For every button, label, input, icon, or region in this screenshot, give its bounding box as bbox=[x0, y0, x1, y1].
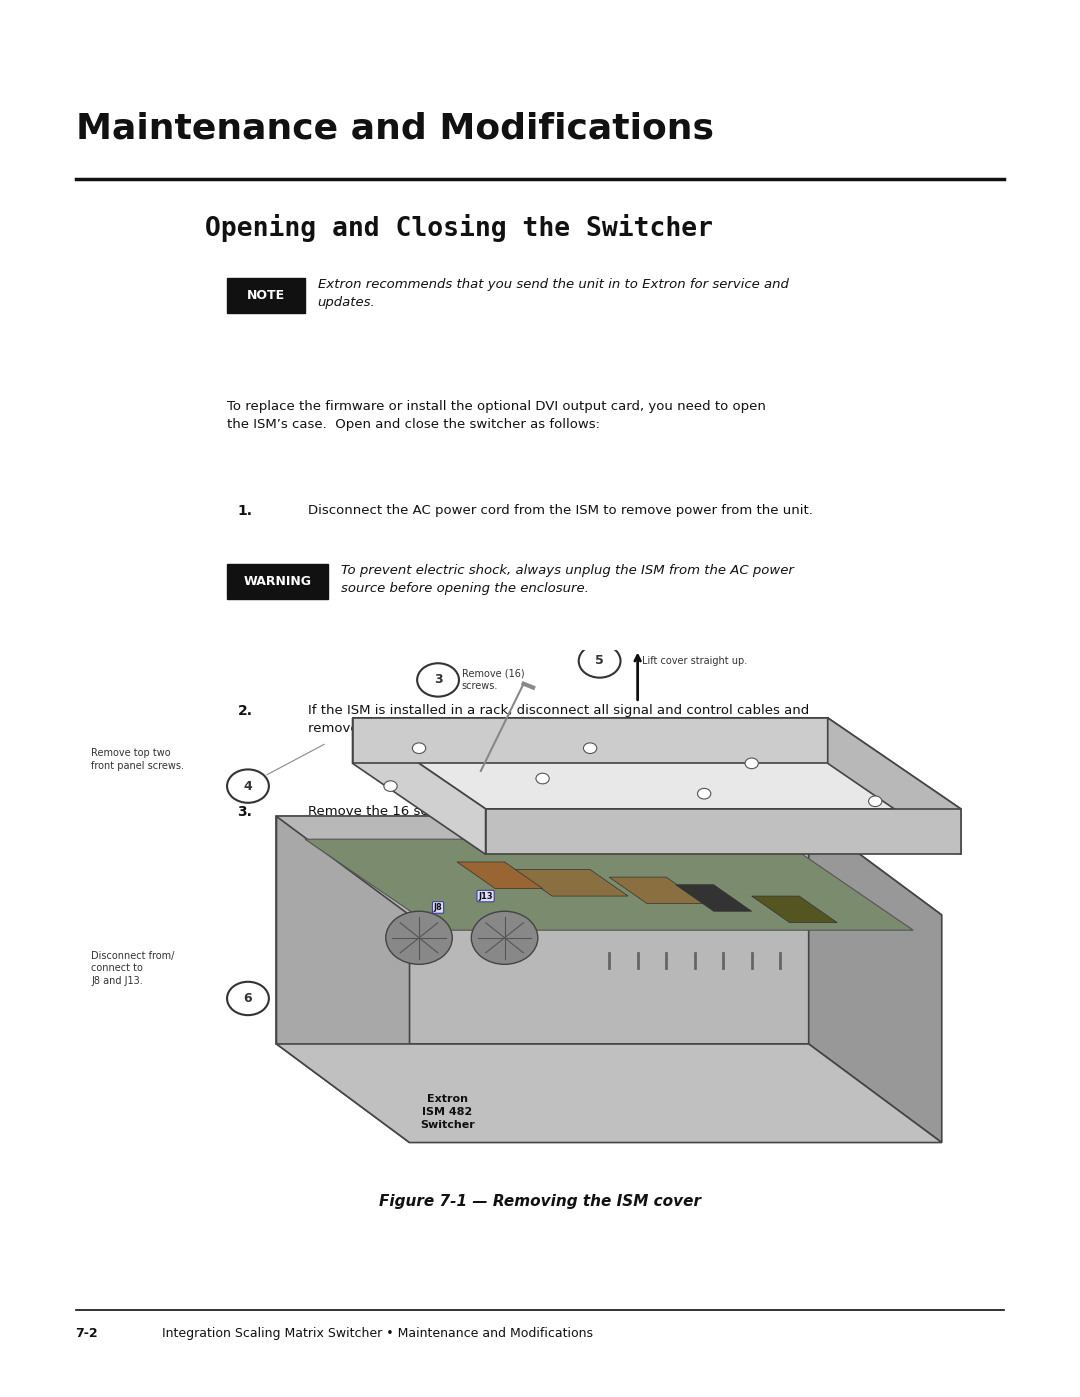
Polygon shape bbox=[352, 718, 827, 763]
Polygon shape bbox=[276, 816, 409, 1143]
Text: 7-2: 7-2 bbox=[76, 1327, 98, 1340]
Polygon shape bbox=[809, 816, 942, 1143]
Text: If the ISM is installed in a rack, disconnect all signal and control cables and
: If the ISM is installed in a rack, disco… bbox=[308, 704, 809, 735]
Text: J8: J8 bbox=[434, 902, 443, 912]
Text: 5: 5 bbox=[595, 654, 604, 668]
Text: Lift cover straight up.: Lift cover straight up. bbox=[643, 657, 747, 666]
Text: 4: 4 bbox=[244, 780, 253, 792]
Polygon shape bbox=[827, 718, 961, 855]
Polygon shape bbox=[305, 840, 914, 930]
Text: Remove the 16 screws, 8 on the top and 4 on each side of the ISM cover
(figure 7: Remove the 16 screws, 8 on the top and 4… bbox=[308, 805, 793, 835]
Text: Extron recommends that you send the unit in to Extron for service and
updates.: Extron recommends that you send the unit… bbox=[318, 278, 788, 309]
Polygon shape bbox=[352, 718, 961, 809]
Text: Opening and Closing the Switcher: Opening and Closing the Switcher bbox=[205, 214, 713, 242]
Circle shape bbox=[417, 664, 459, 697]
Text: Disconnect from/
connect to
J8 and J13.: Disconnect from/ connect to J8 and J13. bbox=[91, 951, 175, 985]
Text: 2.: 2. bbox=[238, 704, 253, 718]
Text: 6: 6 bbox=[244, 992, 253, 1004]
Circle shape bbox=[386, 911, 453, 964]
Circle shape bbox=[227, 770, 269, 803]
Text: Remove top two
front panel screws.: Remove top two front panel screws. bbox=[91, 749, 185, 771]
Circle shape bbox=[471, 911, 538, 964]
Polygon shape bbox=[276, 816, 942, 915]
Circle shape bbox=[413, 743, 426, 753]
Polygon shape bbox=[486, 809, 961, 855]
Text: 1.: 1. bbox=[238, 504, 253, 518]
Circle shape bbox=[383, 781, 397, 792]
Circle shape bbox=[868, 796, 882, 806]
Text: Integration Scaling Matrix Switcher • Maintenance and Modifications: Integration Scaling Matrix Switcher • Ma… bbox=[162, 1327, 593, 1340]
Polygon shape bbox=[609, 877, 704, 904]
Text: Extron
ISM 482
Switcher: Extron ISM 482 Switcher bbox=[420, 1094, 475, 1130]
Text: To replace the firmware or install the optional DVI output card, you need to ope: To replace the firmware or install the o… bbox=[227, 400, 766, 430]
Polygon shape bbox=[276, 816, 809, 1044]
Text: 3.: 3. bbox=[238, 805, 253, 819]
Text: To prevent electric shock, always unplug the ISM from the AC power
source before: To prevent electric shock, always unplug… bbox=[341, 564, 794, 595]
Polygon shape bbox=[276, 1044, 942, 1143]
Text: Disconnect the AC power cord from the ISM to remove power from the unit.: Disconnect the AC power cord from the IS… bbox=[308, 504, 812, 517]
Polygon shape bbox=[514, 869, 629, 895]
Polygon shape bbox=[352, 718, 486, 855]
Circle shape bbox=[698, 788, 711, 799]
Circle shape bbox=[745, 759, 758, 768]
Polygon shape bbox=[676, 884, 752, 911]
Text: 3: 3 bbox=[434, 673, 443, 686]
Circle shape bbox=[227, 982, 269, 1016]
Polygon shape bbox=[752, 895, 837, 922]
Text: Figure 7-1 — Removing the ISM cover: Figure 7-1 — Removing the ISM cover bbox=[379, 1194, 701, 1210]
Polygon shape bbox=[457, 862, 542, 888]
FancyBboxPatch shape bbox=[227, 278, 305, 313]
Text: Maintenance and Modifications: Maintenance and Modifications bbox=[76, 112, 714, 145]
Text: WARNING: WARNING bbox=[244, 576, 311, 588]
Circle shape bbox=[583, 743, 597, 753]
Text: J13: J13 bbox=[478, 891, 492, 901]
FancyBboxPatch shape bbox=[227, 564, 328, 599]
Circle shape bbox=[579, 644, 621, 678]
Text: Remove (16)
screws.: Remove (16) screws. bbox=[462, 669, 525, 692]
Circle shape bbox=[536, 773, 550, 784]
Text: NOTE: NOTE bbox=[246, 289, 285, 302]
